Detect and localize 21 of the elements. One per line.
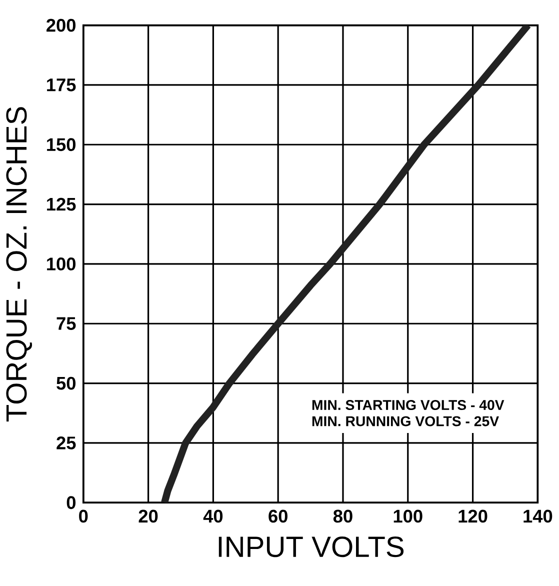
y-tick-label: 100 [47, 258, 76, 270]
y-tick-label: 125 [47, 198, 76, 211]
y-tick-label: 175 [47, 78, 76, 92]
y-axis-title: TORQUE - OZ. INCHES [6, 107, 32, 422]
x-tick-label: 120 [458, 510, 488, 523]
y-tick-label: 150 [47, 138, 76, 152]
y-tick-label: 50 [56, 376, 76, 390]
annotation: MIN. RUNNING VOLTS - 25V [312, 416, 499, 426]
x-axis-title: INPUT VOLTS [218, 536, 404, 558]
y-tick-label: 75 [56, 317, 76, 330]
x-tick-label: 20 [138, 510, 158, 523]
y-tick-label: 25 [56, 436, 76, 450]
x-tick-label: 140 [524, 510, 552, 523]
x-tick-label: 0 [79, 510, 88, 523]
y-tick-label: 200 [46, 18, 76, 32]
x-tick-label: 40 [203, 510, 223, 523]
y-tick-label: 0 [66, 496, 76, 510]
x-tick-label: 60 [268, 510, 288, 523]
x-tick-label: 100 [394, 510, 422, 523]
x-tick-label: 80 [333, 510, 352, 523]
annotation: MIN. STARTING VOLTS - 40V [312, 400, 504, 410]
